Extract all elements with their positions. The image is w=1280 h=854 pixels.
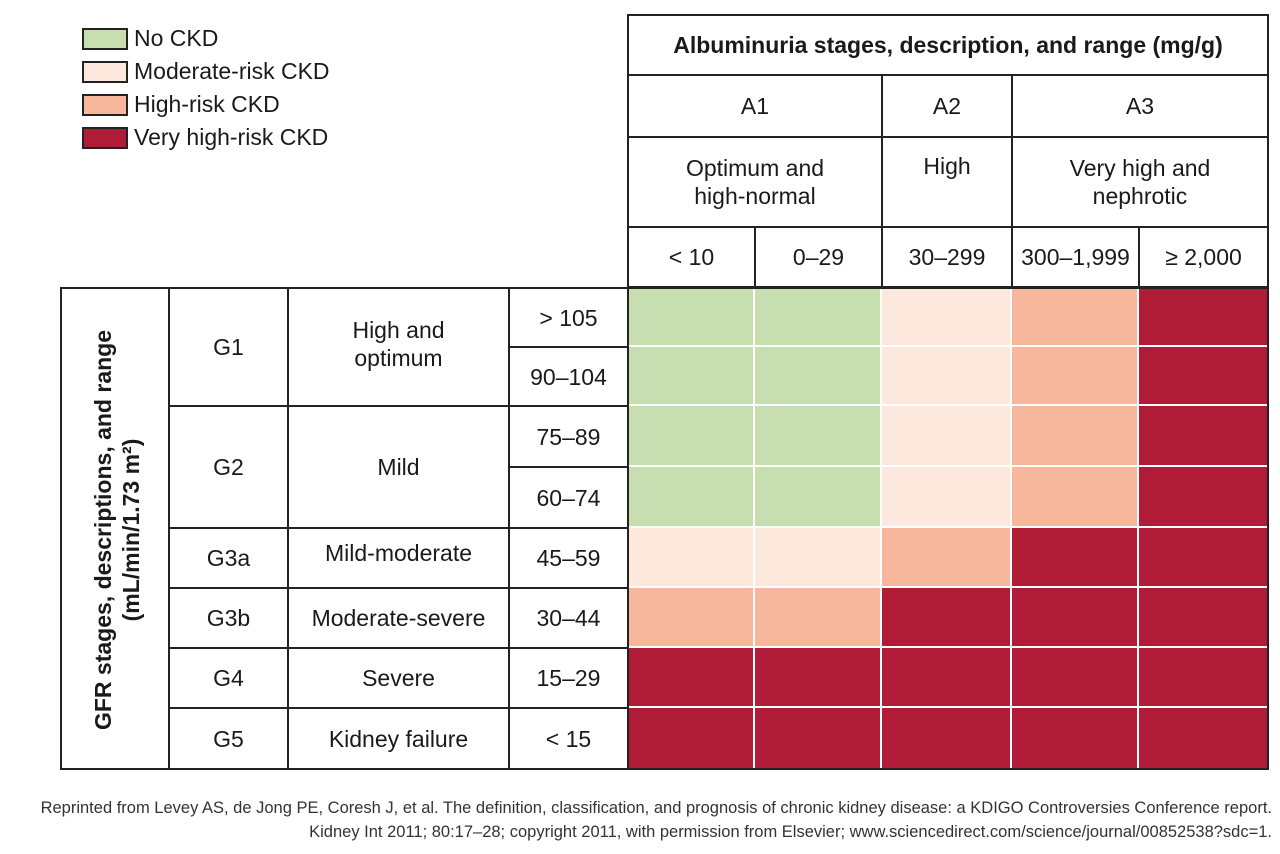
- albuminuria-range: 30–299: [881, 226, 1013, 288]
- risk-cell: [754, 346, 881, 405]
- risk-cell: [1011, 405, 1138, 466]
- legend: No CKD Moderate-risk CKD High-risk CKD V…: [82, 22, 330, 154]
- albuminuria-stage-a1: A1: [627, 74, 883, 138]
- albuminuria-range: < 10: [627, 226, 756, 288]
- risk-cell: [1011, 647, 1138, 707]
- risk-cell: [1138, 346, 1269, 405]
- gfr-range: < 15: [508, 707, 629, 770]
- legend-label: High-risk CKD: [134, 91, 280, 117]
- legend-label: Very high-risk CKD: [134, 124, 329, 150]
- citation-footer: Reprinted from Levey AS, de Jong PE, Cor…: [41, 796, 1272, 844]
- gfr-desc-g1: High and optimum: [287, 287, 510, 407]
- risk-cell: [627, 647, 754, 707]
- citation-line: Kidney Int 2011; 80:17–28; copyright 201…: [309, 823, 1272, 841]
- albuminuria-stage-a3: A3: [1011, 74, 1269, 138]
- gfr-header-title-box: GFR stages, descriptions, and range (mL/…: [60, 287, 170, 770]
- gfr-desc-g2: Mild: [287, 405, 510, 529]
- gfr-range: 45–59: [508, 527, 629, 589]
- risk-cell: [881, 587, 1011, 647]
- gfr-desc-g5: Kidney failure: [287, 707, 510, 770]
- gfr-stage-g5: G5: [168, 707, 289, 770]
- risk-cell: [881, 346, 1011, 405]
- gfr-range: 90–104: [508, 346, 629, 407]
- legend-item-moderate-risk: Moderate-risk CKD: [82, 55, 330, 88]
- risk-cell: [1011, 346, 1138, 405]
- gfr-desc-g4: Severe: [287, 647, 510, 709]
- risk-cell: [754, 527, 881, 587]
- gfr-range: 15–29: [508, 647, 629, 709]
- risk-cell: [754, 587, 881, 647]
- risk-cell: [627, 346, 754, 405]
- albuminuria-header-title: Albuminuria stages, description, and ran…: [627, 14, 1269, 76]
- albuminuria-desc-a1: Optimum and high-normal: [627, 136, 883, 228]
- legend-swatch-no-ckd: [82, 27, 128, 50]
- albuminuria-desc-a2: High: [881, 136, 1013, 228]
- risk-cell: [1138, 527, 1269, 587]
- risk-cell: [881, 527, 1011, 587]
- gfr-range: > 105: [508, 287, 629, 348]
- albuminuria-range: ≥ 2,000: [1138, 226, 1269, 288]
- legend-label: Moderate-risk CKD: [134, 58, 330, 84]
- risk-cell: [627, 405, 754, 466]
- risk-cell: [1138, 466, 1269, 527]
- risk-cell: [627, 287, 754, 346]
- albuminuria-range: 300–1,999: [1011, 226, 1140, 288]
- risk-cell: [754, 466, 881, 527]
- risk-cell: [881, 647, 1011, 707]
- gfr-desc-g3b: Moderate-severe: [287, 587, 510, 649]
- gfr-desc-g3a: Mild-moderate: [287, 527, 510, 589]
- risk-cell: [1138, 587, 1269, 647]
- risk-cell: [754, 707, 881, 770]
- risk-cell: [627, 527, 754, 587]
- albuminuria-range: 0–29: [754, 226, 883, 288]
- risk-cell: [627, 587, 754, 647]
- risk-cell: [1138, 405, 1269, 466]
- risk-cell: [1138, 647, 1269, 707]
- risk-cell: [881, 466, 1011, 527]
- gfr-range: 75–89: [508, 405, 629, 468]
- gfr-stage-g2: G2: [168, 405, 289, 529]
- risk-cell: [754, 405, 881, 466]
- gfr-stage-g4: G4: [168, 647, 289, 709]
- legend-item-very-high-risk: Very high-risk CKD: [82, 121, 330, 154]
- gfr-range: 60–74: [508, 466, 629, 529]
- legend-label: No CKD: [134, 25, 219, 51]
- risk-cell: [881, 287, 1011, 346]
- gfr-stage-g1: G1: [168, 287, 289, 407]
- legend-swatch-very-high-risk: [82, 126, 128, 149]
- albuminuria-desc-a3: Very high and nephrotic: [1011, 136, 1269, 228]
- risk-cell: [881, 405, 1011, 466]
- legend-item-no-ckd: No CKD: [82, 22, 330, 55]
- citation-line: Reprinted from Levey AS, de Jong PE, Cor…: [40, 799, 1272, 817]
- risk-cell: [1138, 707, 1269, 770]
- risk-cell: [754, 287, 881, 346]
- gfr-stage-g3b: G3b: [168, 587, 289, 649]
- risk-cell: [1011, 287, 1138, 346]
- legend-item-high-risk: High-risk CKD: [82, 88, 330, 121]
- risk-cell: [754, 647, 881, 707]
- gfr-header-title: GFR stages, descriptions, and range (mL/…: [90, 329, 144, 731]
- risk-cell: [1011, 527, 1138, 587]
- risk-cell: [627, 707, 754, 770]
- risk-cell: [1011, 587, 1138, 647]
- albuminuria-stage-a2: A2: [881, 74, 1013, 138]
- gfr-range: 30–44: [508, 587, 629, 649]
- legend-swatch-moderate-risk: [82, 60, 128, 83]
- risk-cell: [1138, 287, 1269, 346]
- risk-cell: [627, 466, 754, 527]
- risk-cell: [881, 707, 1011, 770]
- gfr-stage-g3a: G3a: [168, 527, 289, 589]
- risk-cell: [1011, 466, 1138, 527]
- risk-cell: [1011, 707, 1138, 770]
- legend-swatch-high-risk: [82, 93, 128, 116]
